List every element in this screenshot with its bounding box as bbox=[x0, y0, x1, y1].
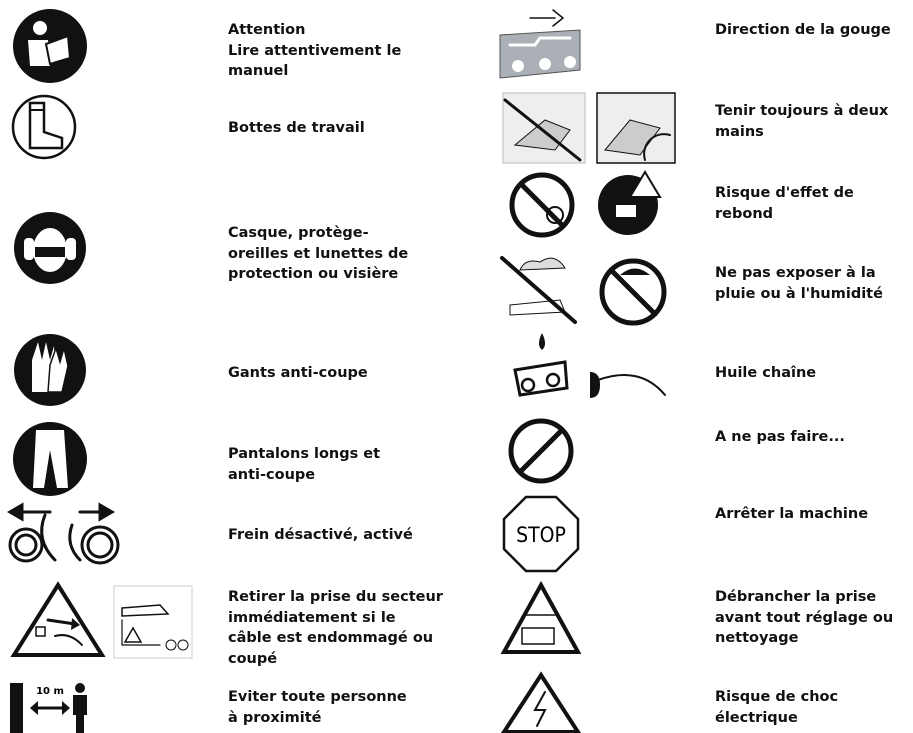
icon-distance: 10 m bbox=[10, 683, 87, 733]
caption-line: Bottes de travail bbox=[228, 120, 365, 136]
caption-line: immédiatement si le bbox=[228, 609, 396, 626]
icon-text: 10 m bbox=[36, 686, 64, 697]
caption: Direction de la gouge bbox=[715, 20, 891, 41]
caption-line: Ne pas exposer à la bbox=[715, 265, 876, 281]
caption: Tenir toujours à deux mains bbox=[715, 101, 888, 142]
caption-line: câble est endommagé ou bbox=[228, 630, 434, 646]
caption: Retirer la prise du secteur immédiatement… bbox=[228, 587, 443, 669]
icon-forbidden bbox=[508, 418, 574, 484]
icon-rain bbox=[500, 256, 667, 326]
icon-oil bbox=[513, 333, 666, 398]
caption-line: Huile chaîne bbox=[715, 365, 817, 381]
icon-two-hands bbox=[502, 92, 676, 164]
caption-line: Gants anti-coupe bbox=[228, 365, 368, 381]
icon-pants bbox=[13, 422, 87, 496]
icon-electric bbox=[500, 671, 582, 733]
icon-kickback bbox=[509, 170, 662, 238]
icon-brake bbox=[7, 502, 120, 565]
caption: Frein désactivé, activé bbox=[228, 525, 413, 546]
caption: Casque, protège-oreilles et lunettes de p… bbox=[228, 223, 408, 285]
caption-line: Risque d'effet de bbox=[715, 185, 854, 201]
caption: Gants anti-coupe bbox=[228, 363, 368, 384]
caption-line: nettoyage bbox=[715, 630, 799, 646]
caption-line: Arrêter la machine bbox=[715, 506, 869, 522]
caption-line: pluie ou à l'humidité bbox=[715, 285, 883, 302]
caption-line: Casque, protège- bbox=[228, 225, 369, 241]
icon-chain-direction bbox=[499, 9, 581, 79]
caption-line: rebond bbox=[715, 205, 774, 222]
icon-stop: STOP bbox=[502, 495, 580, 573]
caption: Débrancher la prise avant tout réglage ou… bbox=[715, 587, 893, 649]
caption-line: Pantalons longs et bbox=[228, 446, 381, 462]
icon-boots bbox=[11, 94, 77, 160]
caption: Bottes de travail bbox=[228, 118, 365, 139]
caption-line: Lire attentivement le bbox=[228, 42, 402, 59]
caption-line: Frein désactivé, activé bbox=[228, 527, 413, 543]
caption-line: coupé bbox=[228, 650, 278, 667]
caption-line: manuel bbox=[228, 63, 289, 79]
caption-line: Direction de la gouge bbox=[715, 22, 891, 38]
caption: Attention Lire attentivement le manuel bbox=[228, 20, 401, 82]
icon-helmet bbox=[14, 212, 86, 284]
caption-line: Débrancher la prise bbox=[715, 589, 877, 605]
icon-gloves bbox=[14, 334, 86, 406]
caption-line: mains bbox=[715, 123, 764, 140]
caption-line: A ne pas faire... bbox=[715, 429, 845, 445]
caption-line: Risque de choc bbox=[715, 689, 839, 705]
caption-line: Attention bbox=[228, 22, 306, 38]
caption-line: protection ou visière bbox=[228, 266, 399, 282]
icon-text: STOP bbox=[516, 523, 566, 547]
caption-line: Tenir toujours à deux bbox=[715, 103, 889, 119]
caption: Eviter toute personne à proximité bbox=[228, 687, 407, 728]
caption-line: électrique bbox=[715, 709, 798, 726]
caption-line: à proximité bbox=[228, 709, 322, 726]
icon-manual bbox=[13, 9, 87, 83]
icon-disconnect bbox=[500, 580, 582, 654]
caption-line: avant tout réglage ou bbox=[715, 609, 894, 626]
caption: Risque de choc électrique bbox=[715, 687, 838, 728]
caption-line: anti-coupe bbox=[228, 466, 316, 483]
caption: Risque d'effet de rebond bbox=[715, 183, 854, 224]
caption-line: oreilles et lunettes de bbox=[228, 245, 409, 262]
caption: Huile chaîne bbox=[715, 363, 816, 384]
caption: Arrêter la machine bbox=[715, 504, 868, 525]
caption: A ne pas faire... bbox=[715, 427, 845, 448]
caption: Ne pas exposer à la pluie ou à l'humidité bbox=[715, 263, 883, 304]
icon-unplug bbox=[10, 581, 193, 659]
caption: Pantalons longs et anti-coupe bbox=[228, 444, 380, 485]
caption-line: Eviter toute personne bbox=[228, 689, 407, 705]
caption-line: Retirer la prise du secteur bbox=[228, 589, 443, 605]
